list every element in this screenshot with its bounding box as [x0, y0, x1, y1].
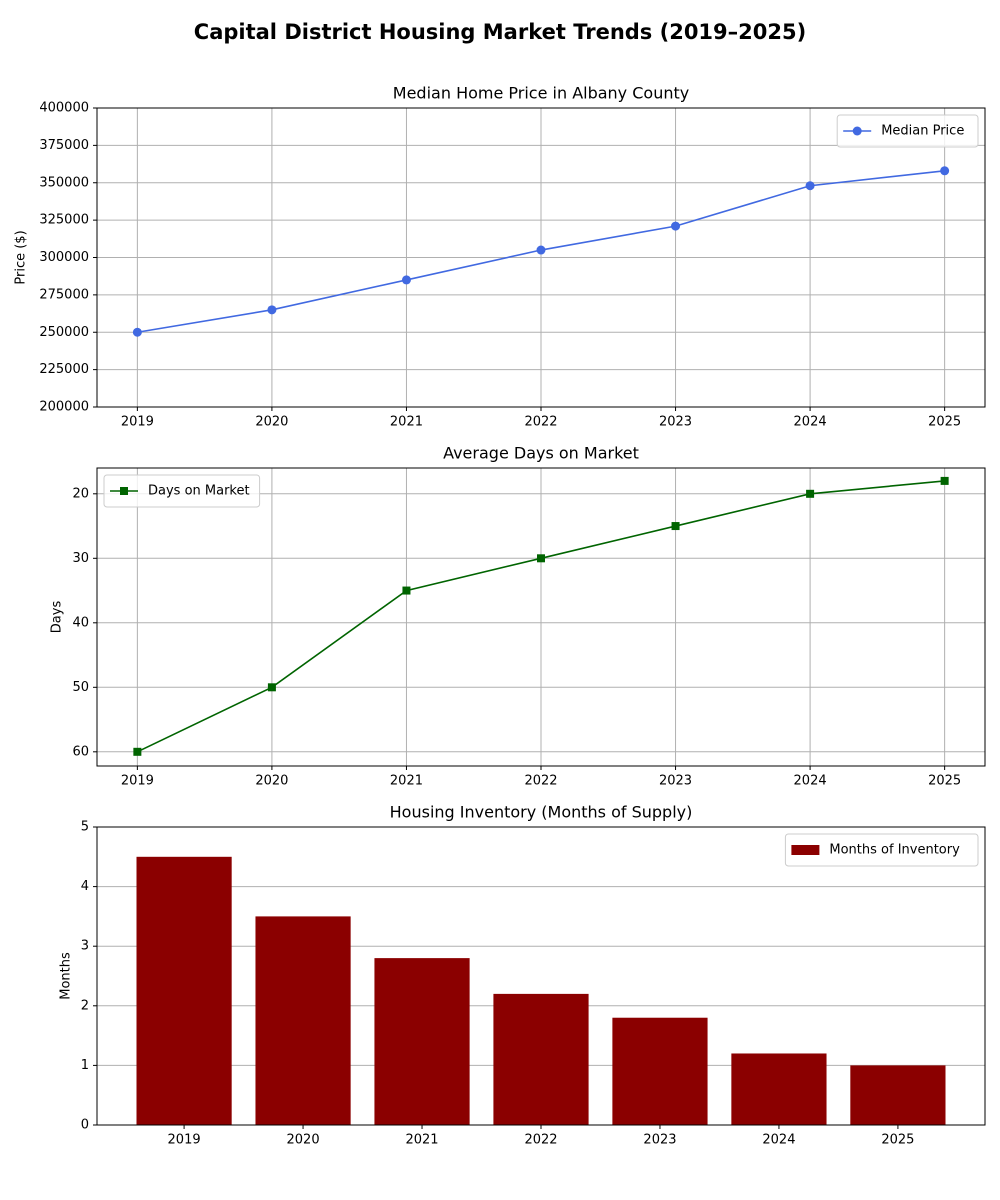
legend-label: Months of Inventory [829, 843, 960, 858]
marker [940, 166, 950, 176]
x-tick-label: 2020 [287, 1133, 320, 1148]
chart-title: Housing Inventory (Months of Supply) [390, 803, 693, 822]
marker [806, 489, 815, 498]
y-tick-label: 2 [81, 998, 89, 1013]
plot-frame [96, 107, 986, 408]
bar [493, 993, 589, 1125]
x-tick-label: 2024 [794, 774, 827, 789]
marker [671, 221, 681, 231]
y-tick-label: 50 [72, 680, 89, 695]
x-tick-label: 2023 [659, 774, 692, 789]
marker [671, 522, 680, 531]
bar [255, 916, 351, 1125]
legend-box [784, 833, 979, 867]
y-tick-label: 375000 [39, 138, 89, 153]
y-tick-label: 300000 [39, 250, 89, 265]
x-tick-label: 2021 [390, 415, 423, 430]
chart-title: Average Days on Market [443, 444, 639, 463]
x-tick-label: 2023 [659, 415, 692, 430]
y-tick-label: 325000 [39, 213, 89, 228]
bar [136, 856, 232, 1125]
x-tick-label: 2024 [794, 415, 827, 430]
y-axis-label: Price ($) [14, 230, 29, 284]
x-tick-label: 2025 [928, 415, 961, 430]
legend-swatch [791, 845, 820, 855]
marker [536, 245, 546, 255]
marker [940, 476, 949, 485]
bar [374, 958, 470, 1125]
x-tick-label: 2019 [121, 415, 154, 430]
legend-marker [852, 126, 862, 136]
chart-title: Median Home Price in Albany County [393, 84, 689, 103]
y-axis-label: Days [50, 601, 65, 634]
plot-frame [96, 826, 986, 1126]
x-tick-label: 2019 [168, 1133, 201, 1148]
x-tick-label: 2024 [762, 1133, 795, 1148]
figure-title: Capital District Housing Market Trends (… [194, 20, 806, 44]
y-tick-label: 250000 [39, 325, 89, 340]
x-tick-label: 2022 [524, 1133, 557, 1148]
plot-frame [96, 467, 986, 767]
x-tick-label: 2019 [121, 774, 154, 789]
legend-label: Median Price [881, 124, 964, 139]
x-tick-label: 2025 [928, 774, 961, 789]
y-tick-label: 350000 [39, 175, 89, 190]
marker [132, 327, 142, 337]
marker [401, 275, 411, 285]
legend-box [103, 474, 261, 508]
bar [612, 1017, 708, 1125]
x-tick-label: 2021 [405, 1133, 438, 1148]
x-tick-label: 2022 [524, 774, 557, 789]
y-tick-label: 60 [72, 744, 89, 759]
y-tick-label: 30 [72, 551, 89, 566]
y-tick-label: 400000 [39, 101, 89, 116]
y-tick-label: 5 [81, 820, 89, 835]
y-tick-label: 4 [81, 879, 89, 894]
x-tick-label: 2020 [255, 774, 288, 789]
x-tick-label: 2021 [390, 774, 423, 789]
y-tick-label: 275000 [39, 287, 89, 302]
marker [133, 747, 142, 756]
marker [537, 554, 545, 563]
y-tick-label: 1 [81, 1058, 89, 1073]
y-tick-label: 3 [81, 939, 89, 954]
bar [850, 1065, 946, 1125]
y-axis-label: Months [59, 952, 74, 1000]
bar [731, 1053, 827, 1125]
y-tick-label: 20 [72, 486, 89, 501]
legend-box [836, 114, 979, 148]
x-tick-label: 2022 [524, 415, 557, 430]
y-tick-label: 0 [81, 1118, 89, 1133]
y-tick-label: 200000 [39, 400, 89, 415]
legend-label: Days on Market [148, 484, 250, 499]
marker [805, 181, 815, 191]
marker [402, 586, 411, 595]
y-tick-label: 225000 [39, 362, 89, 377]
x-tick-label: 2023 [643, 1133, 676, 1148]
x-tick-label: 2025 [881, 1133, 914, 1148]
y-tick-label: 40 [72, 615, 89, 630]
marker [267, 305, 277, 315]
legend-marker [120, 487, 128, 495]
marker [267, 683, 276, 692]
x-tick-label: 2020 [255, 415, 288, 430]
